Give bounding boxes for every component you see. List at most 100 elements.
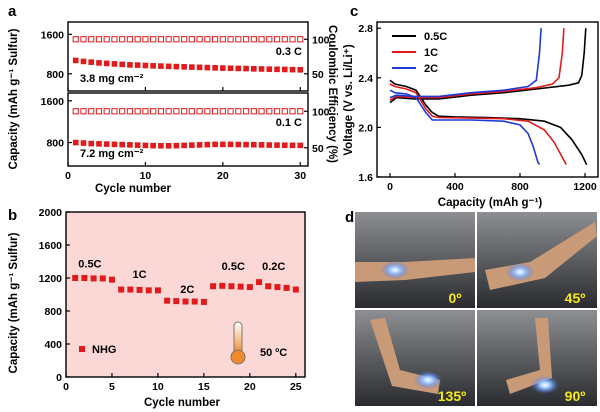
panel-a-ylabel-right: Coulombic Efficiency (%) [326,25,338,163]
ce-point [103,108,110,115]
y-tick-label: 800 [46,138,64,150]
ce-point [119,108,126,115]
ce-point [165,108,172,115]
capacity-point [235,141,242,148]
ce-point [266,36,273,43]
capacity-point [80,140,87,146]
panel-c-letter: c [350,3,358,20]
panel-d-letter: d [345,209,354,226]
y-tick-label: 800 [46,69,64,81]
x-tick-label: 25 [290,381,302,393]
ce-point [219,108,226,115]
panel-b-letter: b [8,207,17,224]
capacity-point [251,141,257,148]
ce-point [235,36,242,43]
capacity-point [118,286,125,293]
capacity-point [88,59,95,65]
rate-label: 0.3 C [276,46,302,58]
ce-point [157,36,165,43]
capacity-point [266,66,273,72]
photo-90deg-label: 90º [565,388,586,404]
ce-point [119,36,126,43]
capacity-point [127,142,133,148]
capacity-point [196,64,203,71]
rate-label: 0.2C [262,261,285,273]
photo-135deg: 135º [355,310,475,406]
ce-point [219,36,226,43]
photo-90deg: 90º [477,310,597,406]
y-tick-label: 1600 [41,96,65,108]
ce-point [227,36,234,43]
plot-frame [67,92,309,167]
x-tick-label: 0 [65,170,71,182]
capacity-point [246,284,253,291]
ce-point [157,108,165,115]
capacity-point [292,286,299,293]
panel-c-xlabel: Capacity (mAh g⁻¹) [438,197,543,209]
y-tick-label: 2.0 [358,122,373,134]
ce-point [165,36,172,43]
y-tick-label: 1600 [41,29,65,41]
ce-point [181,36,188,43]
photo-135deg-label: 135º [438,388,466,404]
ce-point [204,108,211,115]
x-tick-label: 400 [446,181,464,193]
panel-d: d 0º 45º 135º 90º [345,209,597,406]
ce-point [196,108,203,115]
y-right-tick-label: 100 [312,34,330,46]
y-right-tick-label: 50 [312,69,324,81]
capacity-point [103,60,110,67]
capacity-point [136,286,143,293]
ce-point [134,36,141,43]
capacity-point [111,61,118,67]
ce-point [297,108,304,115]
panel-b-ylabel: Capacity (mAh g⁻¹ Sulfur) [8,232,20,373]
ce-point [72,36,79,43]
legend-label: 1C [424,47,438,59]
capacity-point [196,142,203,148]
ce-point [134,108,141,115]
capacity-point [281,66,288,73]
ce-point [150,108,157,115]
rate-label: 0.5C [78,258,101,270]
x-tick-label: 20 [244,381,256,393]
capacity-point [256,279,263,286]
ce-point [88,108,95,115]
x-tick-label: 10 [152,381,164,393]
photo-0deg: 0º [355,212,475,308]
legend-label: 2C [424,63,438,75]
ce-point [211,36,219,43]
series-line-charge [389,28,587,104]
capacity-point [258,66,265,72]
capacity-point [127,286,134,293]
capacity-point [103,141,110,147]
panel-b-plot: 0 400 800 1200 1600 2000 0 5 10 15 20 25 0.5C 1C 2C 0.5… [39,207,306,393]
capacity-point [134,142,141,148]
ce-point [88,36,95,43]
ce-point [273,36,281,43]
panel-a-ylabel: Capacity (mAh g⁻¹ Sulfur) [8,28,20,169]
series-line-discharge [389,79,588,165]
ce-point [126,108,134,115]
capacity-point [258,142,265,148]
capacity-point [274,66,280,73]
temperature-label: 50 ºC [260,347,287,359]
capacity-point [266,142,273,148]
photo-45deg: 45º [477,212,597,308]
ce-point [173,36,180,43]
panel-a-bottom-plot: 800 1600 50 100 0 10 20 30 0.1 C 7.2 mg cm⁻² [41,92,330,182]
ce-point [289,108,296,115]
capacity-point [251,66,257,72]
y-tick-label: 1600 [39,240,63,252]
capacity-point [243,141,249,148]
capacity-point [289,142,296,149]
plot-frame [67,21,309,92]
series-line-charge [389,28,542,99]
photo-45deg-label: 45º [565,290,586,306]
capacity-point [90,275,97,282]
thermometer-stem [233,321,243,355]
ce-point [297,36,304,43]
thermometer-icon [230,321,246,365]
